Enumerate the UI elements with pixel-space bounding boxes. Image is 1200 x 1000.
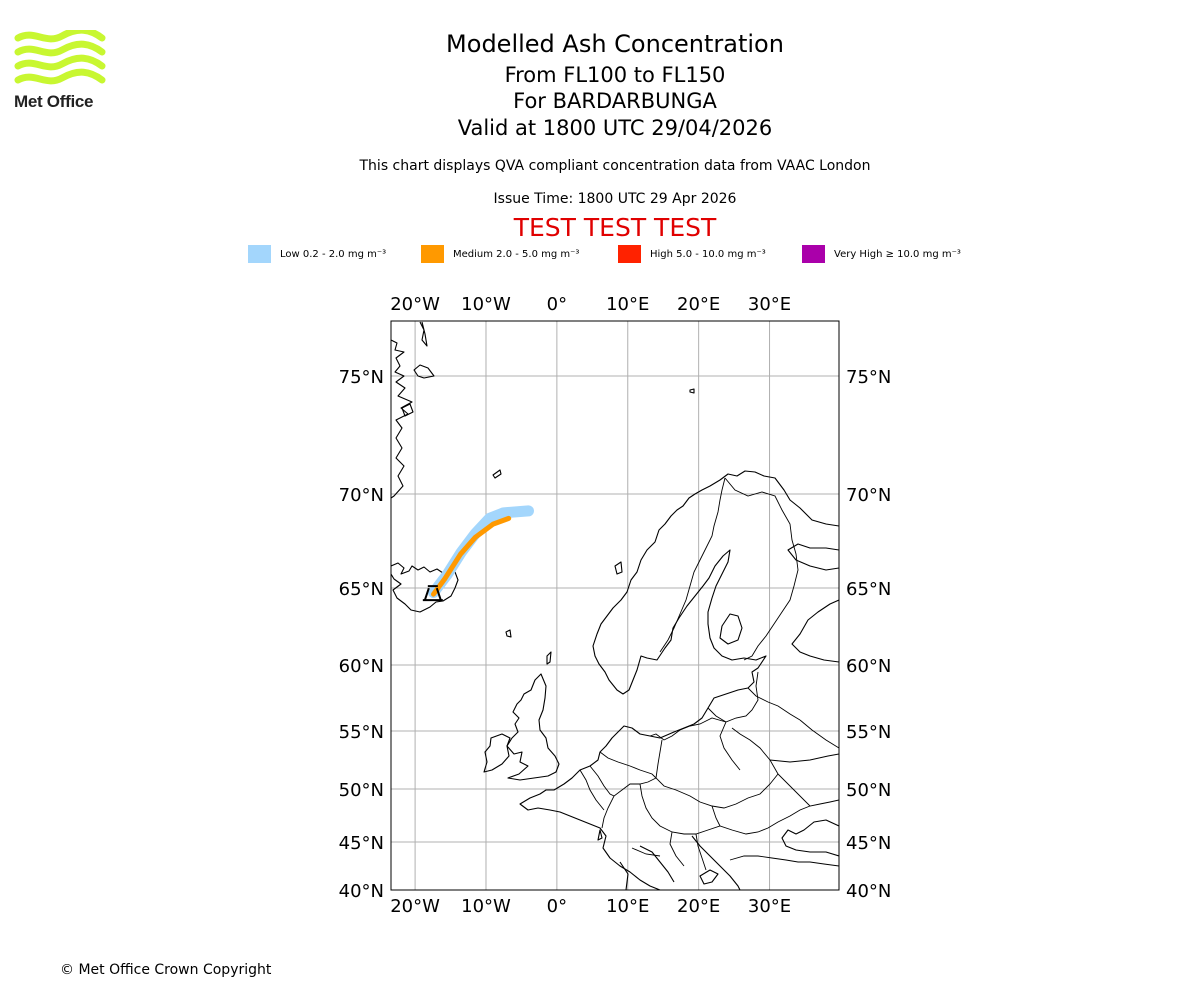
volcano-symbol (422, 585, 443, 602)
legend-very-high: Very High ≥ 10.0 mg m⁻³ (802, 244, 961, 264)
lon-tick-top-5: 30°E (748, 294, 791, 315)
lat-tick-right-7: 40°N (846, 881, 891, 902)
country-borders (579, 477, 839, 871)
lon-tick-top-0: 20°W (390, 294, 440, 315)
chart-title: Modelled Ash Concentration (446, 30, 784, 58)
europe-coast (519, 470, 839, 890)
lat-tick-right-5: 50°N (846, 780, 891, 801)
lat-tick-left-3: 60°N (339, 656, 384, 677)
volcano-name: For BARDARBUNGA (513, 89, 717, 113)
lat-tick-left-4: 55°N (339, 722, 384, 743)
lon-tick-bottom-4: 20°E (677, 896, 720, 917)
legend-high-swatch (618, 245, 641, 263)
volcano-marker-icon (422, 585, 443, 602)
legend-low: Low 0.2 - 2.0 mg m⁻³ (248, 244, 386, 264)
lat-tick-left-1: 70°N (339, 485, 384, 506)
ash-plume (428, 505, 534, 599)
lat-tick-left-2: 65°N (339, 579, 384, 600)
legend-high-label: High 5.0 - 10.0 mg m⁻³ (650, 248, 766, 260)
lon-tick-bottom-2: 0° (547, 896, 567, 917)
plume-medium-concentration (431, 515, 512, 597)
iceland-coast (391, 562, 459, 613)
met-office-logo-text: Met Office (14, 92, 94, 111)
plume-low-concentration (428, 505, 534, 599)
legend-very-high-swatch (802, 245, 825, 263)
map-gridlines (391, 321, 839, 890)
met-office-logo: Met Office (14, 26, 114, 114)
lat-tick-left-0: 75°N (339, 367, 384, 388)
lat-tick-right-3: 60°N (846, 656, 891, 677)
axis-tick-labels: 20°W 20°W 10°W 10°W 0° 0° 10°E 10°E 20°E 20°E 30°E… (339, 294, 892, 917)
lat-tick-left-6: 45°N (339, 833, 384, 854)
lat-tick-right-1: 70°N (846, 485, 891, 506)
lon-tick-bottom-0: 20°W (390, 896, 440, 917)
lon-tick-bottom-5: 30°E (748, 896, 791, 917)
greenland-coast (391, 339, 413, 499)
lon-tick-bottom-1: 10°W (461, 896, 511, 917)
legend-low-label: Low 0.2 - 2.0 mg m⁻³ (280, 248, 387, 260)
lon-tick-top-1: 10°W (461, 294, 511, 315)
lat-tick-left-7: 40°N (339, 881, 384, 902)
lat-tick-left-5: 50°N (339, 780, 384, 801)
test-banner: TEST TEST TEST (513, 213, 717, 242)
lat-tick-right-4: 55°N (846, 722, 891, 743)
flight-levels: From FL100 to FL150 (504, 63, 726, 87)
legend-medium: Medium 2.0 - 5.0 mg m⁻³ (421, 244, 579, 264)
lon-tick-top-4: 20°E (677, 294, 720, 315)
legend-very-high-label: Very High ≥ 10.0 mg m⁻³ (834, 248, 961, 260)
lon-tick-bottom-3: 10°E (606, 896, 649, 917)
met-office-waves-icon (14, 26, 106, 85)
issue-time: Issue Time: 1800 UTC 29 Apr 2026 (493, 191, 737, 207)
lat-tick-right-0: 75°N (846, 367, 891, 388)
legend-high: High 5.0 - 10.0 mg m⁻³ (618, 244, 766, 264)
legend-low-swatch (248, 245, 271, 263)
valid-time: Valid at 1800 UTC 29/04/2026 (457, 116, 773, 140)
coastlines (391, 321, 839, 890)
lat-tick-right-2: 65°N (846, 579, 891, 600)
compliance-note: This chart displays QVA compliant concen… (359, 158, 871, 174)
great-britain-coast (506, 673, 560, 781)
legend-medium-label: Medium 2.0 - 5.0 mg m⁻³ (453, 248, 580, 260)
lon-tick-top-3: 10°E (606, 294, 649, 315)
ireland-coast (483, 733, 511, 773)
map-frame (390, 320, 840, 891)
legend-medium-swatch (421, 245, 444, 263)
lat-tick-right-6: 45°N (846, 833, 891, 854)
lon-tick-top-2: 0° (547, 294, 567, 315)
copyright-notice: © Met Office Crown Copyright (60, 962, 272, 978)
